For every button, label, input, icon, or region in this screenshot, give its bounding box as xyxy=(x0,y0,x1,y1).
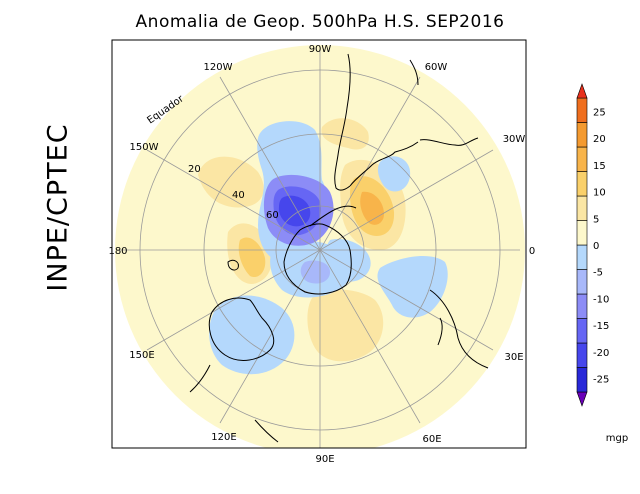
coastlines xyxy=(189,53,489,443)
lon-label-150E: 150E xyxy=(129,350,154,361)
colorbar-segment xyxy=(576,293,588,319)
asia-coast xyxy=(254,419,279,443)
colorbar-tick-label: 0 xyxy=(593,241,599,252)
colorbar-segment xyxy=(576,269,588,295)
negative-anomaly-area xyxy=(278,195,311,227)
south-america-coast xyxy=(334,53,351,191)
negative-anomaly-area xyxy=(377,156,411,192)
lon-label-0: 0 xyxy=(529,246,535,257)
map-frame xyxy=(111,39,527,449)
colorbar-tick-label: 5 xyxy=(593,214,599,225)
colorbar-segment xyxy=(576,97,588,123)
colorbar-segment xyxy=(576,244,588,270)
colorbar-tick-label: -25 xyxy=(593,375,609,386)
meridian-30W-150E xyxy=(146,149,494,351)
colorbar-segment xyxy=(576,220,588,246)
south-america-coast xyxy=(409,59,419,86)
antarctic-peninsula-coast xyxy=(309,205,357,227)
colorbar-tick-label: 20 xyxy=(593,134,606,145)
colorbar-tick-label: -15 xyxy=(593,321,609,332)
colorbar-tick-label: -20 xyxy=(593,348,609,359)
colorbar-segment xyxy=(576,171,588,197)
south-america-coast xyxy=(419,137,479,146)
positive-anomaly-area xyxy=(307,289,384,362)
positive-anomaly-area xyxy=(238,237,266,278)
lat-label-20: 20 xyxy=(188,164,201,175)
colorbar-segment xyxy=(576,195,588,221)
colorbar-segment xyxy=(576,83,588,99)
lon-label-180: 180 xyxy=(108,246,127,257)
colorbar-segment xyxy=(576,342,588,368)
negative-anomaly-area xyxy=(209,295,295,375)
antarctica-coast xyxy=(283,223,352,295)
lon-label-150W: 150W xyxy=(130,142,159,153)
colorbar-segment xyxy=(576,318,588,344)
australia-coast xyxy=(208,297,275,361)
lon-label-30E: 30E xyxy=(504,352,523,363)
anomaly-contours xyxy=(198,118,448,375)
lon-label-60E: 60E xyxy=(422,434,441,445)
negative-anomaly-area xyxy=(377,255,448,318)
graticule xyxy=(120,50,520,448)
colorbar-labels: 25 20 15 10 5 0 -5 -10 -15 -20 -25 xyxy=(593,107,609,385)
colorbar-segment xyxy=(576,122,588,148)
colorbar-segment xyxy=(576,146,588,172)
madagascar-coast xyxy=(437,317,443,346)
lon-label-90E: 90E xyxy=(315,454,334,465)
south-america-coast xyxy=(349,141,419,187)
new-zealand-coast xyxy=(189,364,211,393)
colorbar-unit: mgp xyxy=(606,433,628,444)
colorbar-tick-label: -10 xyxy=(593,295,609,306)
colorbar-tick-label: 25 xyxy=(593,107,606,118)
colorbar-segments xyxy=(576,83,588,407)
lon-label-60W: 60W xyxy=(425,62,448,73)
new-zealand-coast xyxy=(227,259,239,271)
positive-anomaly-area xyxy=(198,156,264,208)
map-title: Anomalia de Geop. 500hPa H.S. SEP2016 xyxy=(135,12,505,32)
colorbar-segment xyxy=(576,391,588,407)
negative-anomaly-area xyxy=(300,260,330,284)
colorbar-tick-label: 10 xyxy=(593,188,606,199)
lon-label-30W: 30W xyxy=(503,134,526,145)
lon-label-120E: 120E xyxy=(211,432,236,443)
lat-label-40: 40 xyxy=(232,190,245,201)
colorbar-tick-label: -5 xyxy=(593,268,603,279)
positive-anomaly-area xyxy=(321,118,369,150)
colorbar-segment xyxy=(576,367,588,393)
lon-label-120W: 120W xyxy=(204,62,233,73)
lat-label-60: 60 xyxy=(266,210,279,221)
lon-label-90W: 90W xyxy=(309,44,332,55)
colorbar-tick-label: 15 xyxy=(593,161,606,172)
africa-coast xyxy=(429,289,489,369)
